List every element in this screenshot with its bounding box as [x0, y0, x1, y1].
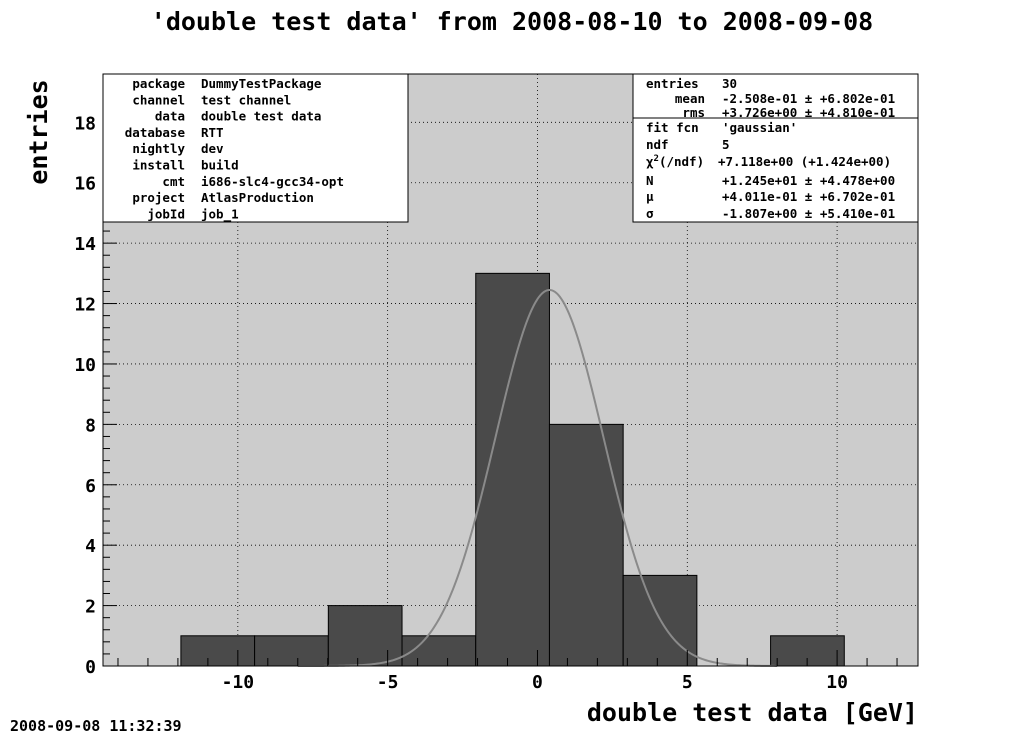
histogram-bars [180, 272, 845, 667]
timestamp: 2008-09-08 11:32:39 [10, 717, 182, 735]
y-tick-label: 12 [74, 295, 96, 316]
x-tick-label: -5 [377, 672, 399, 693]
y-tick-label: 16 [74, 174, 96, 195]
info-row-value: DummyTestPackage [201, 76, 322, 91]
stats-rms-key: rms [682, 105, 705, 120]
fit-mu-key: μ [646, 189, 654, 204]
fit-mu-value: +4.011e-01 ± +6.702e-01 [722, 189, 895, 204]
fit-chi2-value: +7.118e+00 (+1.424e+00) [718, 154, 891, 169]
stats-mean-key: mean [675, 91, 705, 106]
info-row-value: AtlasProduction [201, 190, 314, 205]
chart-title: 'double test data' from 2008-08-10 to 20… [151, 7, 873, 36]
fit-ndf-key: ndf [646, 137, 669, 152]
y-tick-label: 8 [85, 415, 96, 436]
info-row-value: test channel [201, 92, 291, 107]
gaussian-fit-curve [297, 289, 778, 667]
stats-entries-key: entries [646, 76, 699, 91]
histogram-bar [180, 635, 256, 667]
x-tick-label: -10 [222, 672, 255, 693]
y-tick-label: 4 [85, 536, 96, 557]
info-row-key: cmt [162, 174, 185, 189]
info-row-key: database [125, 125, 186, 140]
info-row-value: double test data [201, 109, 321, 124]
x-tick-label: 0 [532, 672, 543, 693]
x-axis-label: double test data [GeV] [587, 698, 918, 727]
info-row-value: build [201, 158, 239, 173]
stats-rms-value: +3.726e+00 ± +4.810e-01 [722, 105, 895, 120]
info-row-key: install [132, 158, 185, 173]
x-axis: -10 -5 0 5 10 [117, 650, 898, 693]
y-tick-label: 0 [85, 657, 96, 678]
fit-n-value: +1.245e+01 ± +4.478e+00 [722, 173, 895, 188]
x-tick-label: 5 [682, 672, 693, 693]
plot-frame [102, 73, 919, 667]
fit-fcn-key: fit fcn [646, 120, 699, 135]
y-tick-label: 18 [74, 113, 96, 134]
histogram-bar [327, 605, 403, 667]
stats-entries-value: 30 [722, 76, 737, 91]
fit-n-key: N [646, 173, 654, 188]
info-row-key: channel [132, 92, 185, 107]
info-row-value: job_1 [201, 206, 239, 222]
info-row-key: nightly [132, 141, 185, 156]
y-axis: 0 2 4 6 8 10 12 14 16 18 [74, 85, 117, 678]
info-row-key: package [132, 76, 185, 91]
info-row-key: data [155, 109, 185, 124]
info-row-value: RTT [201, 125, 224, 140]
stats-box: entries 30 mean -2.508e-01 ± +6.802e-01 … [632, 73, 919, 223]
y-tick-label: 10 [74, 355, 96, 376]
y-tick-label: 2 [85, 597, 96, 618]
fit-sigma-value: -1.807e+00 ± +5.410e-01 [722, 206, 895, 221]
fit-sigma-key: σ [646, 206, 654, 221]
fit-chi2-key: χ2(/ndf) [646, 154, 704, 169]
y-tick-label: 6 [85, 476, 96, 497]
info-row-value: i686-slc4-gcc34-opt [201, 174, 344, 189]
info-row-key: jobId [147, 206, 185, 221]
info-box: package DummyTestPackage channel test chann… [102, 73, 409, 223]
fit-ndf-value: 5 [722, 137, 730, 152]
histogram-bar [254, 635, 329, 667]
info-row-value: dev [201, 141, 224, 156]
x-tick-label: 10 [826, 672, 848, 693]
stats-mean-value: -2.508e-01 ± +6.802e-01 [722, 91, 895, 106]
info-row-key: project [132, 190, 185, 205]
y-tick-label: 14 [74, 234, 96, 255]
y-axis-label: entries [24, 79, 53, 184]
histogram-bar [548, 423, 624, 667]
fit-fcn-value: 'gaussian' [722, 120, 797, 135]
